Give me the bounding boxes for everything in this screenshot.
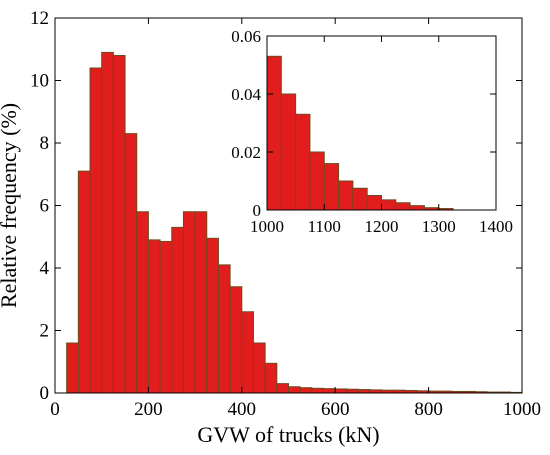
main-bar — [101, 51, 114, 394]
main-bar — [66, 342, 79, 394]
main-bar — [194, 211, 208, 394]
main-y-tick-label: 12 — [30, 8, 49, 29]
main-bar — [112, 55, 126, 394]
inset-y-tick-label: 0.04 — [231, 85, 261, 104]
main-bar — [241, 311, 254, 394]
main-bar — [323, 388, 336, 394]
main-x-tick-label: 600 — [321, 399, 350, 420]
main-y-tick-label: 6 — [40, 196, 50, 217]
main-x-tick-label: 400 — [228, 399, 257, 420]
main-y-tick-label: 2 — [40, 321, 50, 342]
main-bar — [217, 264, 231, 394]
inset-bar — [323, 163, 340, 211]
main-bar — [299, 387, 313, 394]
main-bar — [288, 386, 301, 394]
main-bar — [147, 239, 161, 394]
main-bar — [77, 170, 91, 394]
main-bar — [346, 388, 360, 394]
main-bar — [358, 389, 371, 394]
main-y-tick-label: 0 — [40, 383, 50, 404]
inset-bar — [295, 113, 311, 211]
inset-bar — [280, 93, 297, 211]
main-bar — [124, 133, 138, 394]
inset-y-tick-label: 0.02 — [231, 143, 261, 162]
main-y-tick-label: 8 — [40, 133, 50, 154]
inset-ticks: 1000 1100 1200 1300 1400 0 0.02 0.04 0.06 — [231, 27, 513, 236]
inset-bar — [352, 187, 368, 211]
inset-bar — [338, 180, 354, 211]
main-bar — [264, 362, 278, 394]
x-axis-title: GVW of trucks (kN) — [197, 422, 379, 447]
main-bar — [276, 383, 290, 394]
main-bar — [252, 342, 266, 394]
main-x-tick-label: 0 — [50, 399, 60, 420]
main-bar — [334, 388, 348, 394]
main-bar — [136, 211, 149, 394]
inset-x-tick-label: 1000 — [250, 217, 284, 236]
main-bar — [182, 211, 196, 394]
inset-bar — [309, 151, 325, 211]
main-y-tick-label: 10 — [30, 71, 49, 92]
inset-bar — [266, 55, 282, 211]
inset-x-tick-label: 1100 — [308, 217, 341, 236]
inset-bar — [409, 205, 425, 211]
main-y-tick-label: 4 — [40, 258, 50, 279]
main-x-tick-label: 1000 — [503, 399, 541, 420]
inset-bar — [366, 195, 382, 211]
main-bars — [66, 51, 523, 394]
inset-x-tick-label: 1300 — [422, 217, 456, 236]
main-bar — [171, 226, 184, 394]
inset-x-tick-label: 1200 — [365, 217, 399, 236]
main-bar — [206, 237, 219, 394]
main-bar — [89, 67, 103, 394]
inset-y-tick-label: 0.06 — [231, 27, 261, 46]
main-x-tick-label: 800 — [414, 399, 443, 420]
main-x-tick-label: 200 — [134, 399, 163, 420]
main-bar — [229, 286, 243, 394]
main-bar — [159, 240, 173, 394]
inset-y-tick-label: 0 — [253, 201, 262, 220]
inset-x-tick-label: 1400 — [479, 217, 513, 236]
inset-bar — [381, 199, 397, 211]
y-axis-title: Relative frequency (%) — [0, 103, 21, 308]
main-bar — [311, 387, 325, 394]
inset-bar — [395, 202, 411, 211]
